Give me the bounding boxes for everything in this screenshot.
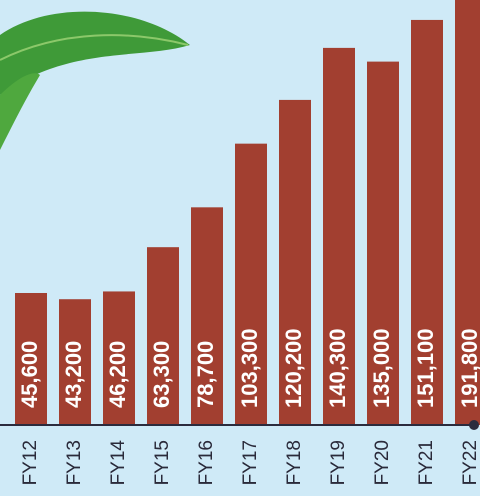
x-tick-label: FY20 — [372, 440, 393, 485]
value-label: 135,000 — [369, 328, 394, 408]
x-tick-label: FY16 — [196, 440, 217, 485]
leaf-decoration — [0, 11, 190, 150]
value-label: 120,200 — [281, 328, 306, 408]
value-label: 191,800 — [457, 328, 480, 408]
x-tick-label: FY22 — [460, 440, 480, 485]
bar — [191, 207, 223, 425]
value-label: 140,300 — [325, 328, 350, 408]
bar — [235, 143, 267, 425]
x-tick-label: FY15 — [152, 440, 173, 485]
value-label: 45,600 — [17, 341, 42, 408]
value-label: 103,300 — [237, 328, 262, 408]
x-tick-label: FY21 — [416, 440, 437, 485]
x-tick-label: FY12 — [20, 440, 41, 485]
bar — [15, 292, 47, 425]
value-label: 46,200 — [105, 341, 130, 408]
x-tick-label: FY17 — [240, 440, 261, 485]
value-label: 151,100 — [413, 328, 438, 408]
bar — [147, 247, 179, 425]
x-tick-label: FY13 — [64, 440, 85, 485]
axis-end-dot — [469, 420, 479, 430]
value-label: 63,300 — [149, 341, 174, 408]
bar — [323, 47, 355, 426]
bar — [455, 0, 480, 425]
bar — [411, 19, 443, 426]
value-label: 78,700 — [193, 341, 218, 408]
value-label: 43,200 — [61, 341, 86, 408]
bar — [279, 99, 311, 426]
x-tick-label: FY18 — [284, 440, 305, 485]
bar — [367, 61, 399, 425]
x-tick-label: FY14 — [108, 440, 129, 486]
bar — [103, 291, 135, 425]
x-tick-label: FY19 — [328, 440, 349, 485]
bar — [59, 299, 91, 425]
